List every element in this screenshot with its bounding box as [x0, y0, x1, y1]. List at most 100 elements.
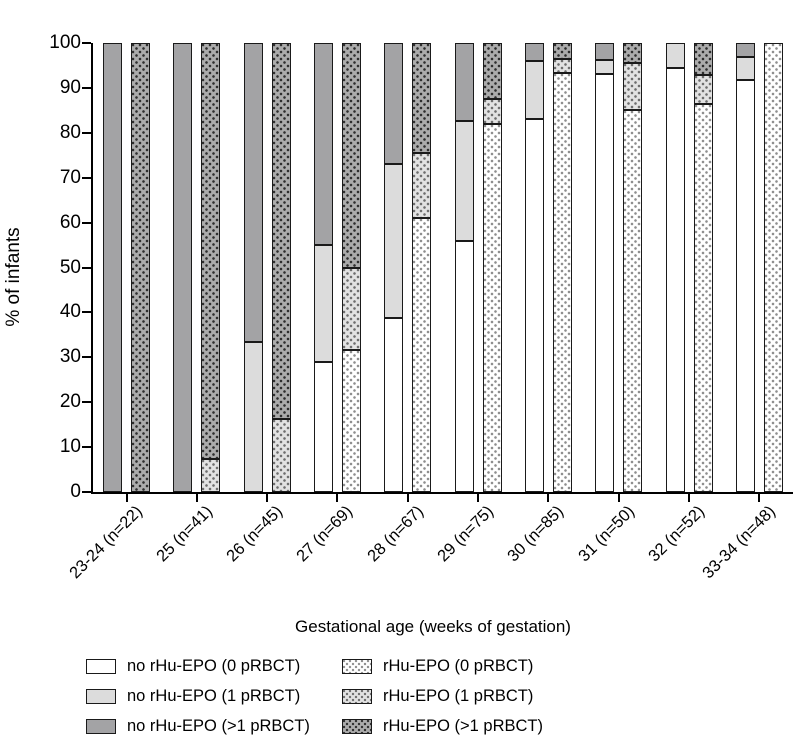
x-tick [477, 494, 480, 502]
x-tick-label: 33-34 (n=48) [698, 502, 779, 583]
bar-no-epo [735, 43, 755, 492]
legend-label: no rHu-EPO (0 pRBCT) [127, 656, 301, 675]
y-tick [82, 176, 91, 179]
x-tick [406, 494, 409, 502]
legend-column: no rHu-EPO (0 pRBCT) no rHu-EPO (1 pRBCT)… [86, 651, 310, 741]
legend-item: rHu-EPO (0 pRBCT) [342, 651, 543, 681]
bar-segment [243, 43, 263, 343]
bar-segment [384, 163, 404, 318]
bar-epo [131, 43, 150, 492]
bar-segment [693, 74, 713, 105]
bar-no-epo [384, 43, 404, 492]
bar-epo [271, 43, 291, 492]
x-axis-line [91, 492, 793, 494]
bar-segment [271, 43, 291, 419]
y-tick-label: 0 [70, 481, 81, 502]
x-tick-label: 28 (n=67) [363, 502, 427, 566]
bar-segment [454, 43, 474, 121]
bar-segment [665, 68, 685, 492]
bar-segment [524, 119, 544, 492]
x-tick-label: 32 (n=52) [645, 502, 709, 566]
x-tick-label: 26 (n=45) [223, 502, 287, 566]
bar-segment [693, 104, 713, 492]
bar-segment [243, 342, 263, 492]
bar-segment [552, 59, 572, 74]
bar-segment [412, 43, 432, 154]
bar-segment [341, 349, 361, 492]
bar-segment [412, 218, 432, 492]
bar-segment [482, 99, 502, 124]
y-tick [82, 446, 91, 449]
legend-item: no rHu-EPO (>1 pRBCT) [86, 711, 310, 741]
bar-no-epo [454, 43, 474, 492]
bar-no-epo [665, 43, 685, 492]
bar-no-epo [313, 43, 333, 492]
bar-epo [201, 43, 221, 492]
x-tick [125, 494, 128, 502]
bar-segment [412, 153, 432, 219]
bar-segment [341, 267, 361, 350]
y-tick-label: 40 [59, 301, 81, 323]
bar-segment [763, 43, 783, 492]
bar-segment [623, 63, 643, 111]
bar-segment [313, 43, 333, 246]
legend-swatch [86, 718, 116, 734]
y-tick-label: 30 [59, 346, 81, 368]
bar-segment [623, 110, 643, 492]
bar-segment [524, 60, 544, 120]
legend-label: rHu-EPO (>1 pRBCT) [383, 716, 543, 735]
legend-label: no rHu-EPO (>1 pRBCT) [127, 716, 310, 735]
bar-segment [454, 240, 474, 492]
bar-segment [271, 418, 291, 492]
y-tick [82, 491, 91, 493]
x-axis-title: Gestational age (weeks of gestation) [295, 617, 571, 636]
y-tick [82, 266, 91, 269]
y-tick-label: 50 [59, 256, 81, 278]
x-tick [547, 494, 550, 502]
bar-segment [735, 80, 755, 492]
bar-segment [623, 43, 643, 64]
bar-segment [595, 43, 615, 60]
bar-epo [693, 43, 713, 492]
bar-segment [103, 43, 122, 492]
legend-swatch [342, 718, 372, 734]
y-tick [82, 131, 91, 134]
x-tick [617, 494, 620, 502]
y-tick [82, 42, 91, 44]
bar-segment [384, 43, 404, 164]
x-tick-label: 29 (n=75) [434, 502, 498, 566]
bar-segment [313, 361, 333, 492]
bar-segment [735, 56, 755, 81]
bar-segment [595, 59, 615, 75]
legend-item: rHu-EPO (1 pRBCT) [342, 681, 543, 711]
bar-epo [552, 43, 572, 492]
bar-epo [763, 43, 783, 492]
y-tick [82, 86, 91, 89]
x-tick-label: 25 (n=41) [152, 502, 216, 566]
bar-epo [623, 43, 643, 492]
y-tick [82, 221, 91, 224]
bar-segment [173, 43, 193, 492]
bar-segment [454, 120, 474, 241]
bar-segment [552, 43, 572, 60]
bar-segment [384, 317, 404, 492]
bar-no-epo [243, 43, 263, 492]
y-tick-label: 70 [59, 166, 81, 188]
x-tick [336, 494, 339, 502]
bar-segment [313, 245, 333, 362]
bar-epo [482, 43, 502, 492]
bar-no-epo [524, 43, 544, 492]
bar-segment [595, 74, 615, 492]
x-tick-label: 31 (n=50) [574, 502, 638, 566]
x-tick-label: 23-24 (n=22) [65, 502, 146, 583]
x-tick [758, 494, 761, 502]
x-tick-label: 27 (n=69) [293, 502, 357, 566]
y-tick-label: 100 [49, 32, 81, 53]
bar-no-epo [595, 43, 615, 492]
bar-segment [131, 43, 150, 492]
bar-segment [552, 73, 572, 492]
legend-column: rHu-EPO (0 pRBCT) rHu-EPO (1 pRBCT) rHu-EP… [342, 651, 543, 741]
bar-segment [201, 459, 221, 492]
y-tick-label: 20 [59, 391, 81, 413]
